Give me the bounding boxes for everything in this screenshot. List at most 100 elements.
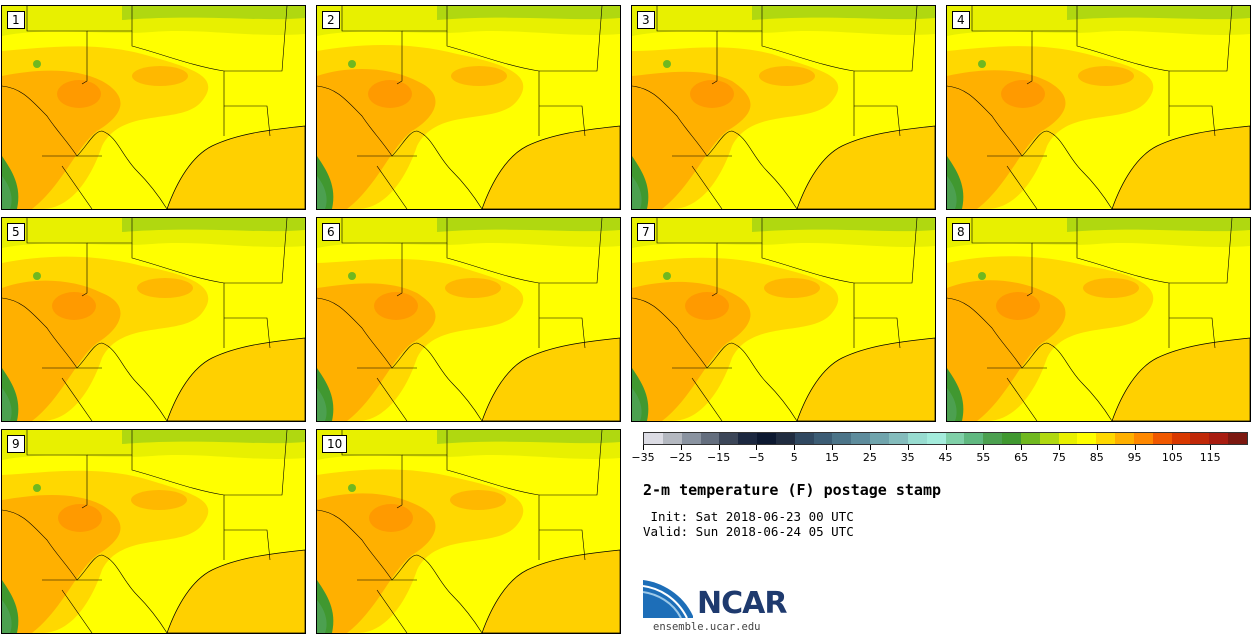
- colorbar-tick-label: −25: [669, 451, 693, 464]
- colorbar-swatch: [832, 433, 852, 444]
- colorbar-swatch: [1077, 433, 1097, 444]
- colorbar-tick-label: 45: [938, 451, 953, 464]
- temperature-field-map: [632, 218, 935, 421]
- colorbar-tick-label: 85: [1089, 451, 1104, 464]
- colorbar-tick: [680, 445, 682, 450]
- colorbar-swatch: [851, 433, 871, 444]
- member-map-5: 5: [1, 217, 306, 422]
- colorbar-tick: [1058, 445, 1060, 450]
- colorbar-tick: [1210, 445, 1212, 450]
- colorbar-swatch: [888, 433, 908, 444]
- colorbar-tick: [643, 445, 644, 450]
- member-map-4: 4: [946, 5, 1251, 210]
- colorbar-tick-label: 15: [825, 451, 840, 464]
- colorbar-swatch: [1209, 433, 1229, 444]
- colorbar-tick-label: 5: [790, 451, 798, 464]
- colorbar-tick: [869, 445, 871, 450]
- chart-title: 2-m temperature (F) postage stamp: [643, 481, 942, 499]
- temperature-field-map: [947, 218, 1250, 421]
- colorbar-tick-label: 105: [1161, 451, 1183, 464]
- colorbar-tick-label: −15: [707, 451, 731, 464]
- member-map-6: 6: [316, 217, 621, 422]
- colorbar-swatch: [1190, 433, 1210, 444]
- member-label-1: 1: [7, 11, 25, 29]
- colorbar-tick: [1096, 445, 1098, 450]
- colorbar-swatch: [738, 433, 758, 444]
- colorbar-swatch: [813, 433, 833, 444]
- ncar-logo-icon: [643, 580, 693, 619]
- colorbar-swatch: [719, 433, 739, 444]
- colorbar-swatch: [1058, 433, 1078, 444]
- valid-time: Valid: Sun 2018-06-24 05 UTC: [643, 524, 854, 539]
- member-map-2: 2: [316, 5, 621, 210]
- temperature-field-map: [632, 6, 935, 209]
- colorbar-tick: [1021, 445, 1023, 450]
- colorbar-swatch: [1002, 433, 1021, 444]
- colorbar-tick-label: 35: [900, 451, 915, 464]
- init-time: Init: Sat 2018-06-23 00 UTC: [643, 509, 854, 524]
- member-map-10: 10: [316, 429, 621, 634]
- colorbar-swatch: [926, 433, 946, 444]
- ensemble-url: ensemble.ucar.edu: [653, 621, 761, 633]
- temperature-field-map: [2, 6, 305, 209]
- temperature-field-map: [2, 218, 305, 421]
- member-map-8: 8: [946, 217, 1251, 422]
- colorbar-ticks: −35 −25 −15 −5 5 15 25 35 45 55 65 75 85 95 105 115: [631, 445, 1248, 467]
- colorbar-tick: [794, 445, 796, 450]
- colorbar-swatch: [870, 433, 889, 444]
- colorbar-swatch: [1228, 433, 1247, 444]
- member-label-5: 5: [7, 223, 25, 241]
- ncar-logo-text: NCAR: [697, 586, 787, 621]
- colorbar-swatch: [907, 433, 927, 444]
- colorbar-tick: [983, 445, 985, 450]
- colorbar-swatch: [700, 433, 720, 444]
- colorbar-swatch: [964, 433, 984, 444]
- temperature-colorbar: [643, 432, 1248, 445]
- colorbar-swatch: [662, 433, 682, 444]
- member-label-4: 4: [952, 11, 970, 29]
- colorbar-swatch: [1020, 433, 1040, 444]
- colorbar-swatch: [1115, 433, 1134, 444]
- colorbar-swatch: [1096, 433, 1116, 444]
- colorbar-swatch: [1039, 433, 1059, 444]
- colorbar-tick: [756, 445, 758, 450]
- member-label-10: 10: [322, 435, 348, 453]
- member-label-2: 2: [322, 11, 340, 29]
- member-label-3: 3: [637, 11, 655, 29]
- colorbar-swatch: [1152, 433, 1172, 444]
- colorbar-tick: [1172, 445, 1174, 450]
- temperature-field-map: [2, 430, 305, 633]
- colorbar-tick: [945, 445, 947, 450]
- member-label-6: 6: [322, 223, 340, 241]
- temperature-field-map: [947, 6, 1250, 209]
- member-map-9: 9: [1, 429, 306, 634]
- colorbar-swatch: [1171, 433, 1191, 444]
- colorbar-tick-label: 75: [1051, 451, 1066, 464]
- colorbar-tick: [1134, 445, 1136, 450]
- colorbar-swatch: [681, 433, 701, 444]
- colorbar-swatch: [794, 433, 814, 444]
- member-map-1: 1: [1, 5, 306, 210]
- colorbar-tick-label: 115: [1199, 451, 1221, 464]
- member-label-8: 8: [952, 223, 970, 241]
- colorbar-tick: [832, 445, 834, 450]
- member-label-9: 9: [7, 435, 25, 453]
- temperature-field-map: [317, 218, 620, 421]
- temperature-field-map: [317, 6, 620, 209]
- colorbar-swatch: [775, 433, 795, 444]
- colorbar-tick: [907, 445, 909, 450]
- colorbar-tick-label: −5: [748, 451, 765, 464]
- colorbar-swatch: [644, 433, 663, 444]
- colorbar-swatch: [757, 433, 776, 444]
- temperature-field-map: [317, 430, 620, 633]
- colorbar-swatch: [983, 433, 1003, 444]
- colorbar-tick-label: 25: [862, 451, 877, 464]
- colorbar-swatch: [1133, 433, 1153, 444]
- member-map-7: 7: [631, 217, 936, 422]
- member-label-7: 7: [637, 223, 655, 241]
- colorbar-swatch: [945, 433, 965, 444]
- member-map-3: 3: [631, 5, 936, 210]
- colorbar-tick-label: −35: [631, 451, 655, 464]
- colorbar-tick-label: 65: [1014, 451, 1029, 464]
- colorbar-tick-label: 95: [1127, 451, 1142, 464]
